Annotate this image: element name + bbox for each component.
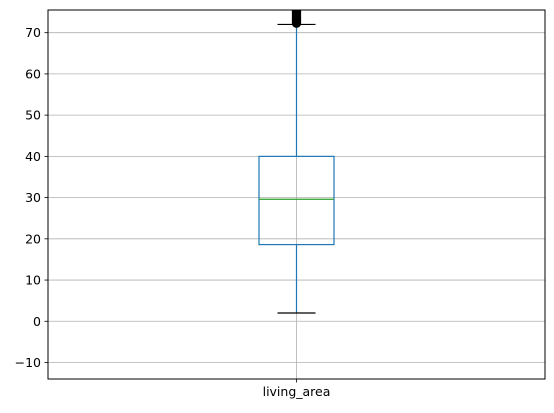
y-tick-label: 0 — [33, 314, 41, 329]
outlier-layer — [291, 0, 302, 28]
y-tick-label: 60 — [25, 66, 41, 81]
axis-layer: −10 0 10 20 30 40 50 60 70 living_area — [15, 25, 331, 399]
outlier-point — [291, 10, 302, 14]
y-tick-label: 70 — [25, 25, 41, 40]
x-tick-label: living_area — [263, 384, 331, 399]
y-tick-label: 50 — [25, 108, 41, 123]
y-tick-label: 40 — [25, 149, 41, 164]
y-tick-label: 10 — [25, 273, 41, 288]
iqr-box — [258, 155, 335, 246]
y-tick-label: 30 — [25, 190, 41, 205]
outlier-point — [292, 0, 300, 4]
outlier-point — [292, 0, 300, 8]
y-tick-label: −10 — [15, 355, 41, 370]
y-tick-label: 20 — [25, 231, 41, 246]
